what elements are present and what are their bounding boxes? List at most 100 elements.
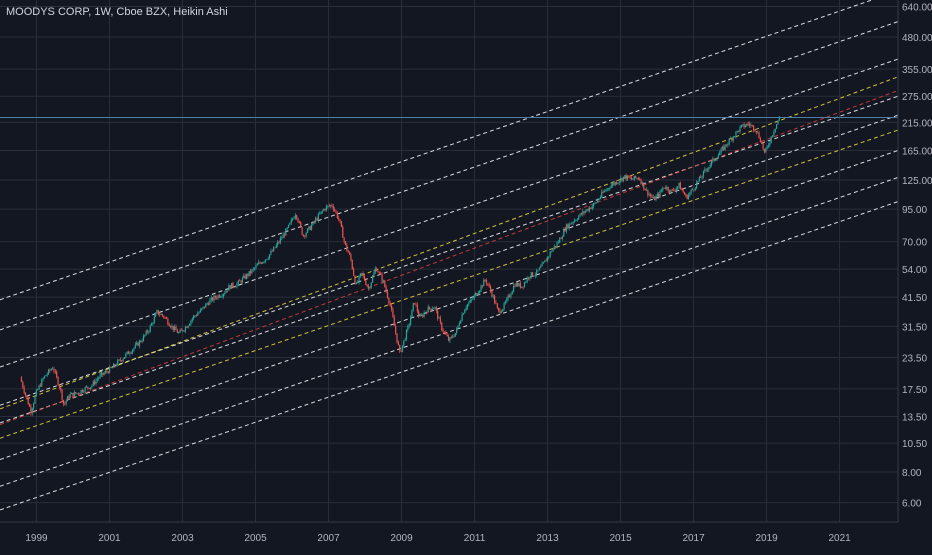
- candle-body: [194, 315, 196, 317]
- candle-body: [187, 325, 189, 328]
- candle-body: [117, 360, 119, 366]
- candle-body: [419, 315, 421, 317]
- candle-body: [96, 379, 98, 381]
- candle-body: [411, 309, 413, 318]
- candle-body: [233, 286, 235, 288]
- candle-body: [168, 324, 170, 326]
- candle-body: [427, 306, 429, 313]
- candle-body: [412, 303, 414, 310]
- candle-body: [220, 296, 222, 298]
- candle-body: [366, 284, 368, 287]
- candle-body: [664, 187, 667, 189]
- candle-body: [494, 295, 496, 303]
- candle-body: [390, 305, 393, 310]
- candle-body: [603, 190, 606, 193]
- candle-body: [565, 224, 568, 232]
- candle-body: [159, 314, 161, 316]
- candle-body: [22, 381, 24, 388]
- candle-body: [678, 182, 680, 187]
- candle-body: [241, 277, 244, 283]
- candle-body: [125, 353, 127, 358]
- candle-body: [282, 234, 284, 239]
- candle-body: [332, 205, 334, 210]
- candle-body: [481, 285, 484, 287]
- candle-body: [450, 336, 452, 338]
- candle-body: [630, 177, 633, 180]
- candle-body: [334, 209, 336, 211]
- candle-body: [744, 125, 747, 128]
- candle-body: [252, 268, 254, 270]
- candle-body: [376, 268, 378, 272]
- candle-body: [171, 325, 173, 328]
- candle-body: [88, 388, 90, 389]
- candle-body: [456, 328, 458, 333]
- candle-body: [773, 131, 775, 136]
- candle-body: [706, 169, 709, 171]
- candle-body: [247, 274, 249, 276]
- candle-body: [705, 169, 707, 171]
- y-tick-label: 215.00: [902, 118, 932, 129]
- candle-body: [656, 194, 658, 197]
- candle-body: [358, 276, 360, 283]
- candle-body: [20, 377, 23, 382]
- candle-body: [351, 260, 353, 269]
- candle-body: [239, 280, 241, 282]
- candle-body: [57, 376, 59, 385]
- candle-body: [286, 227, 288, 229]
- candle-body: [312, 221, 314, 226]
- candle-body: [184, 326, 187, 331]
- candle-body: [251, 269, 253, 274]
- candle-body: [294, 215, 296, 219]
- candle-body: [259, 262, 261, 264]
- candle-body: [575, 220, 577, 221]
- candle-body: [701, 176, 703, 178]
- y-tick-label: 640.00: [902, 2, 932, 13]
- candle-body: [115, 365, 117, 367]
- candle-body: [416, 304, 418, 312]
- candle-body: [49, 369, 51, 371]
- candle-body: [359, 273, 361, 277]
- candle-body: [405, 329, 408, 340]
- candle-body: [645, 189, 648, 191]
- candle-body: [633, 175, 635, 180]
- candle-body: [271, 251, 273, 252]
- candle-body: [700, 176, 702, 178]
- candle-body: [89, 387, 92, 389]
- candle-body: [255, 265, 257, 268]
- candle-body: [677, 186, 679, 189]
- candle-body: [71, 392, 73, 395]
- candle-body: [508, 295, 511, 297]
- candle-body: [136, 342, 138, 345]
- candle-body: [755, 130, 757, 133]
- candle-body: [651, 196, 653, 198]
- candle-body: [488, 284, 490, 287]
- candle-body: [263, 261, 265, 263]
- candle-body: [245, 274, 248, 279]
- candle-body: [302, 234, 305, 236]
- candle-body: [431, 308, 433, 310]
- candle-body: [654, 197, 656, 201]
- candle-body: [95, 380, 97, 384]
- candle-body: [438, 317, 440, 319]
- candle-body: [43, 375, 46, 379]
- candle-body: [523, 282, 526, 288]
- candle-body: [226, 290, 229, 292]
- candle-body: [161, 314, 164, 316]
- candle-body: [655, 196, 657, 201]
- candle-body: [766, 146, 768, 149]
- candle-body: [723, 146, 725, 150]
- y-tick-label: 95.00: [902, 205, 927, 216]
- candle-body: [556, 242, 558, 247]
- candle-body: [510, 294, 512, 297]
- candle-body: [598, 198, 600, 200]
- candle-body: [689, 192, 691, 195]
- candle-body: [392, 309, 394, 318]
- candle-body: [26, 395, 28, 399]
- candle-body: [571, 222, 573, 225]
- candle-body: [569, 223, 572, 225]
- candle-body: [222, 293, 225, 297]
- candle-body: [119, 359, 122, 361]
- candle-body: [205, 303, 207, 308]
